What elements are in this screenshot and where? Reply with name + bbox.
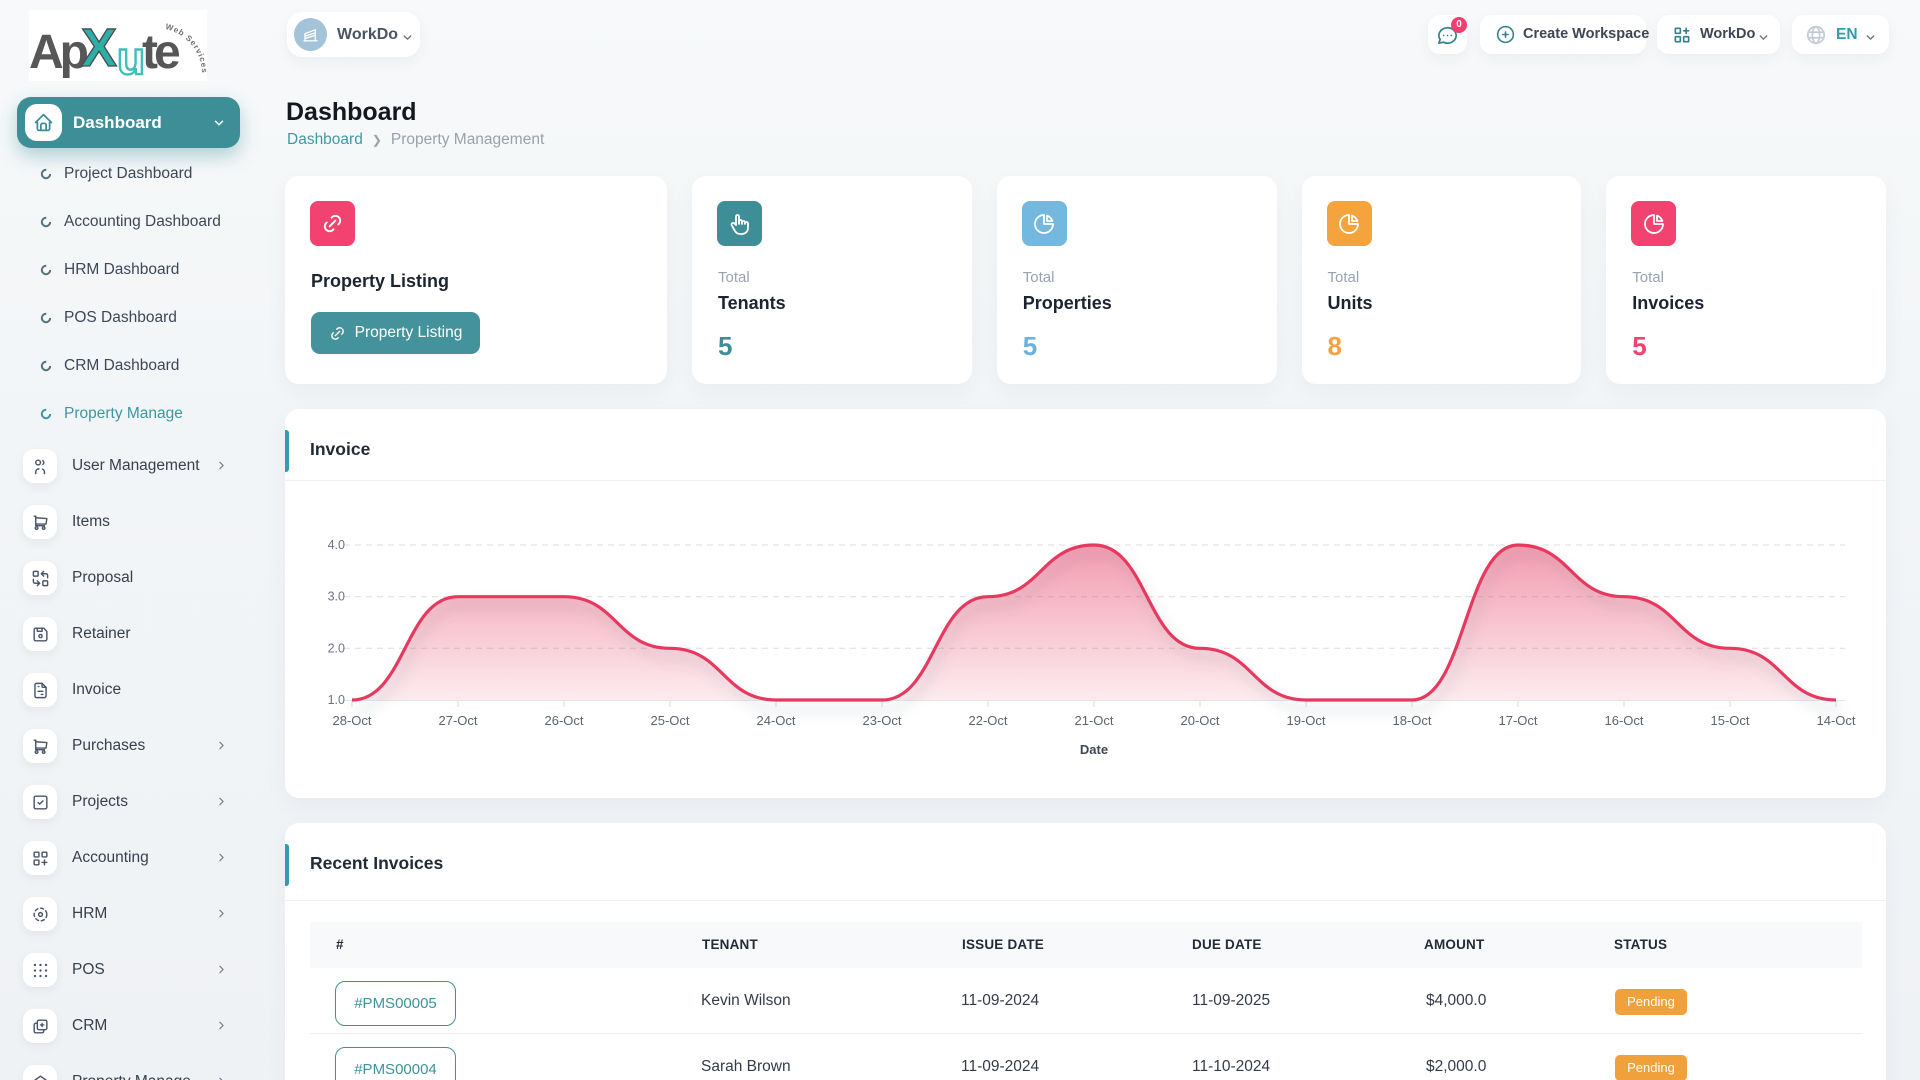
svg-text:3.0: 3.0 [328, 590, 345, 604]
svg-text:24-Oct: 24-Oct [756, 713, 795, 728]
svg-text:21-Oct: 21-Oct [1074, 713, 1113, 728]
svg-text:15-Oct: 15-Oct [1710, 713, 1749, 728]
svg-text:23-Oct: 23-Oct [862, 713, 901, 728]
svg-text:28-Oct: 28-Oct [332, 713, 371, 728]
svg-text:19-Oct: 19-Oct [1286, 713, 1325, 728]
svg-text:u: u [117, 32, 145, 81]
svg-text:22-Oct: 22-Oct [968, 713, 1007, 728]
svg-text:20-Oct: 20-Oct [1180, 713, 1219, 728]
svg-text:X: X [81, 18, 117, 78]
svg-text:27-Oct: 27-Oct [438, 713, 477, 728]
svg-text:Date: Date [1080, 742, 1108, 757]
svg-text:16-Oct: 16-Oct [1604, 713, 1643, 728]
svg-text:14-Oct: 14-Oct [1816, 713, 1855, 728]
svg-text:Ap: Ap [29, 26, 88, 79]
svg-text:1.0: 1.0 [328, 693, 345, 707]
svg-text:17-Oct: 17-Oct [1498, 713, 1537, 728]
svg-text:18-Oct: 18-Oct [1392, 713, 1431, 728]
svg-text:2.0: 2.0 [328, 641, 345, 655]
svg-text:25-Oct: 25-Oct [650, 713, 689, 728]
svg-text:4.0: 4.0 [328, 538, 345, 552]
svg-text:26-Oct: 26-Oct [544, 713, 583, 728]
